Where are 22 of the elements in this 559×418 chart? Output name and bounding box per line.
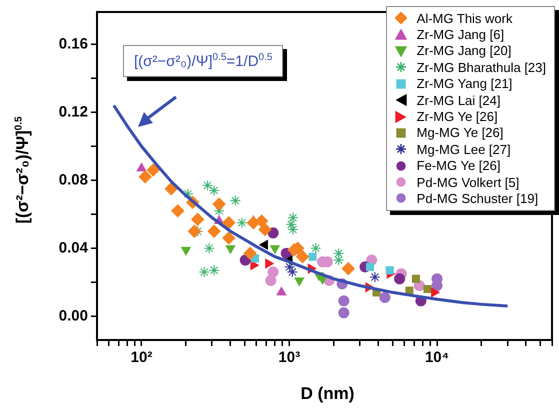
y-tick-label: 0.04	[58, 239, 89, 256]
y-tick-label: 0.12	[58, 103, 88, 120]
x-tick-label: 10²	[130, 349, 152, 366]
legend-label: Zr-MG Ye [26]	[416, 109, 498, 124]
y-tick-label: 0.16	[58, 35, 88, 52]
legend-label: Pd-MG Volkert [5]	[416, 174, 520, 190]
legend-label: Mg-MG Ye [26]	[416, 125, 504, 140]
legend-label: Fe-MG Ye [26]	[416, 158, 500, 174]
legend-label: Zr-MG Jang [6]	[416, 27, 504, 42]
legend-label: Zr-MG Yang [21]	[416, 76, 512, 92]
y-tick-label: 0.08	[58, 171, 88, 188]
legend-label: Pd-MG Schuster [19]	[416, 190, 538, 206]
legend-label: Zr-MG Lai [24]	[416, 92, 500, 108]
x-axis-title: D (nm)	[300, 384, 356, 404]
legend-label: Zr-MG Bharathula [23]	[416, 60, 546, 75]
legend-label: Al-MG This work	[416, 10, 512, 26]
x-tick-label: 10⁴	[424, 349, 450, 366]
legend-label: Zr-MG Jang [20]	[416, 43, 512, 58]
y-tick-label: 0.00	[58, 307, 88, 324]
text: [(σ²−σ²₀)/Ψ]$^{0.5}$=1/D$^{0.5}$	[123, 45, 284, 77]
legend-label: Mg-MG Lee [27]	[416, 142, 511, 157]
x-tick-label: 10³	[278, 349, 300, 366]
